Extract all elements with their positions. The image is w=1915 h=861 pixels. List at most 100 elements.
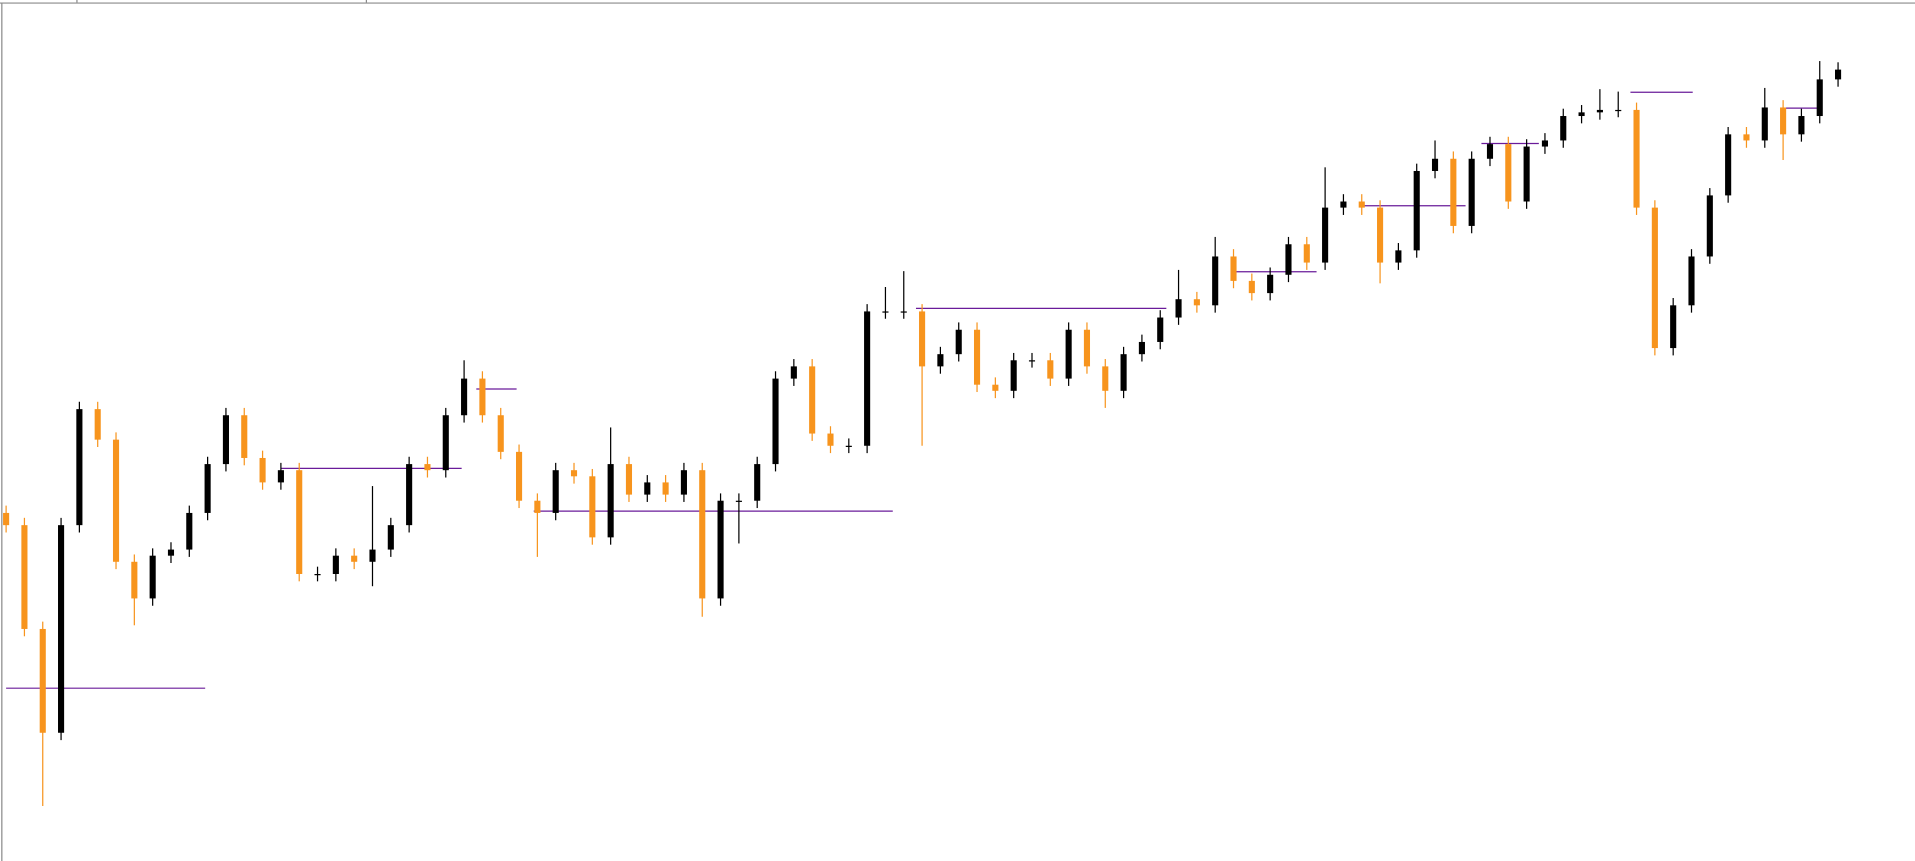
candle-body (937, 354, 944, 367)
candle-body (570, 470, 578, 477)
candle-body (1322, 207, 1329, 263)
candle-body (955, 329, 962, 355)
candle-body (76, 409, 83, 526)
candle-body (351, 555, 358, 562)
candle-body (314, 574, 321, 576)
candle-body (992, 384, 999, 391)
candle-body (1486, 144, 1494, 159)
candle-body (1798, 116, 1805, 135)
candle-body (1688, 256, 1695, 306)
candle-body (1340, 201, 1347, 208)
candle-body (424, 464, 431, 471)
candle-body (699, 470, 706, 599)
candle-body (1175, 299, 1182, 318)
candle-body (259, 457, 266, 483)
candle-body (1468, 158, 1475, 226)
candle-body (1083, 329, 1091, 367)
candle-body (21, 525, 28, 629)
candle-body (204, 464, 211, 513)
candle-body (497, 415, 504, 452)
candle-body (1157, 317, 1164, 342)
candle-body (644, 482, 651, 495)
candle-body (534, 500, 541, 513)
candle-body (1725, 134, 1732, 196)
candle-body (1505, 144, 1512, 202)
candles (3, 61, 1842, 807)
candle-body (1267, 274, 1274, 294)
candle-body (1578, 112, 1585, 117)
candle-body (1780, 107, 1787, 135)
candle-body (882, 311, 889, 313)
candle-body (1523, 146, 1530, 202)
candle-body (1450, 158, 1457, 226)
candle-body (58, 525, 65, 733)
candle-body (1835, 69, 1842, 80)
candle-body (1633, 109, 1640, 208)
candle-body (754, 464, 761, 501)
candle-body (1395, 250, 1402, 263)
candle-body (1212, 256, 1219, 306)
candle-body (1358, 201, 1365, 208)
candle-body (827, 433, 834, 446)
candle-body (461, 378, 468, 416)
candle-body (1193, 299, 1200, 306)
candle-body (845, 445, 852, 447)
candle-body (1248, 280, 1255, 294)
candle-body (149, 555, 156, 599)
candle-body (1706, 195, 1713, 257)
candle-body (1065, 329, 1072, 379)
candle-body (186, 512, 193, 550)
candle-body (717, 500, 724, 599)
candle-body (607, 464, 614, 538)
candle-body (387, 525, 394, 550)
candle-body (790, 366, 797, 379)
candle-body (625, 464, 633, 495)
candle-body (442, 415, 449, 471)
candle-body (1761, 107, 1768, 141)
candle-body (406, 464, 413, 526)
candle-body (112, 439, 120, 562)
candle-body (39, 628, 46, 733)
candle-body (1230, 256, 1237, 281)
candle-body (332, 555, 339, 574)
candle-body (864, 311, 871, 446)
candle-body (1010, 360, 1017, 391)
candle-body (479, 378, 486, 416)
candle-body (1615, 109, 1622, 112)
candle-body (131, 561, 138, 599)
candle-body (772, 378, 779, 465)
candle-body (973, 329, 981, 385)
candle-body (222, 415, 229, 465)
candle-body (277, 470, 284, 483)
candle-body (919, 311, 926, 367)
candle-body (1541, 140, 1548, 147)
candle-body (241, 415, 248, 458)
candle-body (1670, 305, 1677, 349)
candle-body (1102, 366, 1109, 391)
candle-body (1651, 207, 1658, 349)
candle-body (680, 470, 687, 495)
candle-body (1028, 360, 1036, 362)
candle-body (1120, 354, 1127, 391)
candle-body (552, 470, 559, 513)
candle-body (1047, 360, 1054, 379)
candle-body (1138, 341, 1145, 355)
candle-body (589, 476, 596, 538)
candle-body (296, 470, 303, 574)
candle-body (809, 366, 816, 434)
candle-body (94, 409, 101, 440)
candle-body (1285, 244, 1292, 275)
candle-body (167, 549, 175, 556)
candle-body (369, 549, 376, 562)
candle-body (1431, 158, 1439, 171)
candle-body (1303, 244, 1310, 263)
candle-body (515, 451, 523, 501)
candle-body (3, 512, 10, 526)
candle-body (900, 311, 907, 313)
candle-body (662, 482, 669, 495)
candle-body (1743, 134, 1750, 141)
candle-body (735, 500, 742, 502)
candle-body (1596, 109, 1603, 113)
candle-body (1377, 207, 1384, 263)
candle-body (1560, 116, 1567, 141)
